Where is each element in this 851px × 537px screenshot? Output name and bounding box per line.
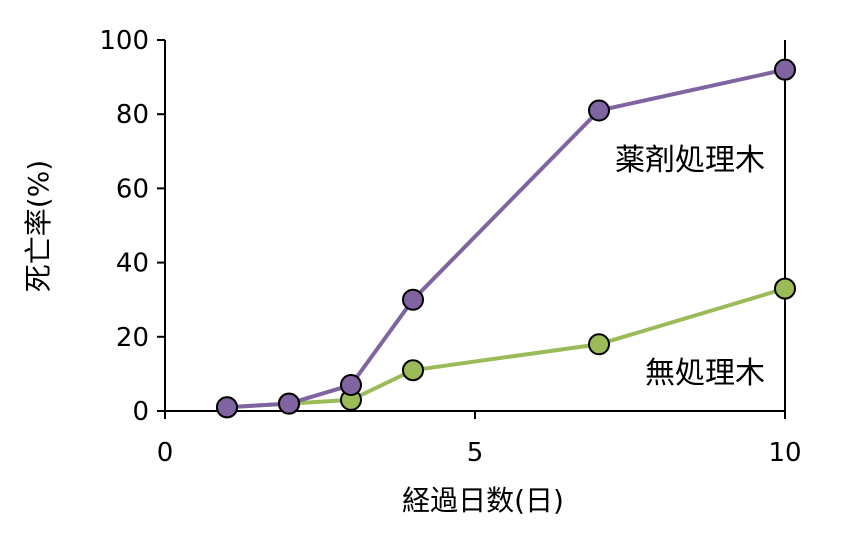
- series-0-point: [340, 374, 362, 397]
- x-tick-label: 5: [467, 438, 484, 468]
- series-0-point: [278, 392, 300, 415]
- y-tick-label: 40: [116, 249, 149, 279]
- x-ticks: 0 5 10: [157, 411, 802, 468]
- series-1-point: [774, 277, 796, 300]
- series-points: [216, 58, 796, 419]
- series-0-point: [216, 396, 238, 419]
- y-ticks: 0 20 40 60 80 100: [99, 26, 165, 427]
- series-label-untreated: 無処理木: [645, 356, 765, 391]
- y-tick-label: 100: [99, 26, 149, 56]
- series-label-treated: 薬剤処理木: [615, 143, 765, 178]
- y-tick-label: 20: [116, 323, 149, 353]
- y-tick-label: 60: [116, 174, 149, 204]
- x-tick-label: 10: [768, 438, 801, 468]
- series-0-point: [588, 99, 610, 122]
- series-0-point: [774, 58, 796, 81]
- y-axis-title: 死亡率(%): [22, 160, 55, 292]
- y-tick-label: 80: [116, 100, 149, 130]
- x-axis-title: 経過日数(日): [402, 484, 564, 517]
- x-tick-label: 0: [157, 438, 174, 468]
- series-0-point: [402, 288, 424, 311]
- y-tick-label: 0: [132, 397, 149, 427]
- series-1-point: [402, 359, 424, 382]
- series-1-point: [588, 333, 610, 356]
